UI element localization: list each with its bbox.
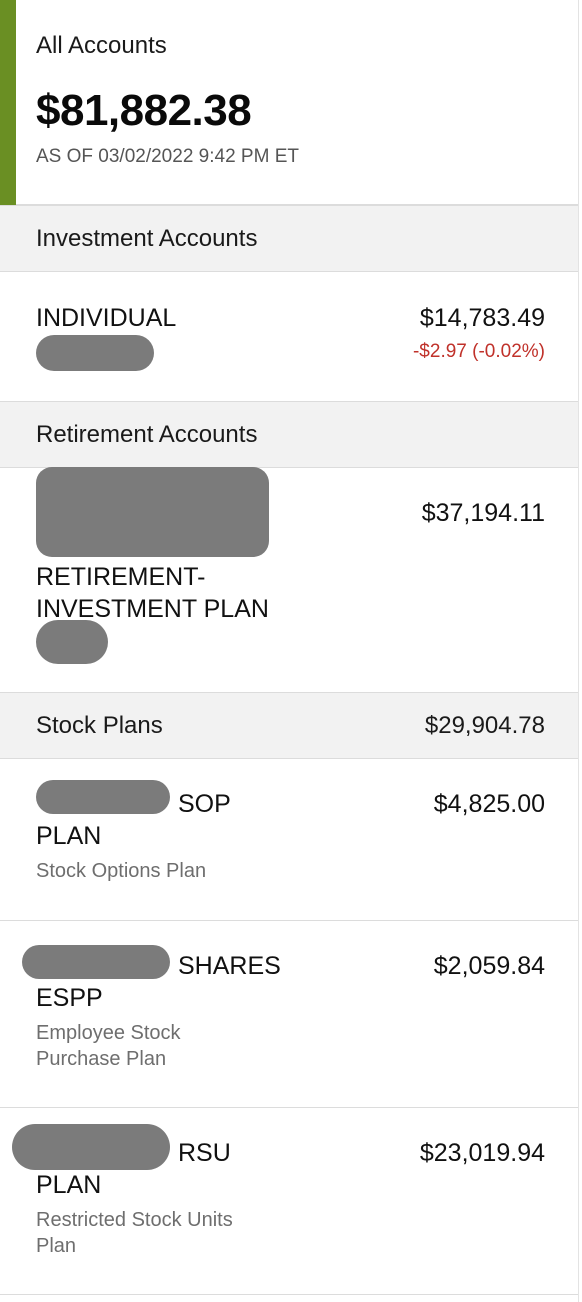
- account-balance: $2,059.84: [433, 952, 545, 980]
- section-label: Stock Plans: [36, 711, 163, 739]
- account-name-line2: PLAN: [36, 822, 102, 850]
- account-daily-change: -$2.97 (-0.02%): [412, 341, 545, 362]
- summary-as-of-timestamp: AS OF 03/02/2022 9:42 PM ET: [36, 146, 299, 167]
- redacted-company-name: [12, 1124, 170, 1170]
- account-row-individual[interactable]: INDIVIDUAL $14,783.49 -$2.97 (-0.02%): [0, 272, 578, 402]
- account-name-line1: RSU: [178, 1139, 231, 1167]
- all-accounts-summary[interactable]: All Accounts $81,882.38 AS OF 03/02/2022…: [0, 0, 578, 205]
- account-name-line1: SOP: [178, 790, 231, 818]
- account-type-line2: Plan: [36, 1235, 77, 1257]
- account-balance: $4,825.00: [433, 790, 545, 818]
- redacted-company-name: [22, 945, 170, 979]
- account-name-line2: PLAN: [36, 1171, 102, 1199]
- account-balance: $37,194.11: [421, 499, 545, 527]
- account-balance: $14,783.49: [419, 304, 545, 332]
- account-name-line1: SHARES: [178, 952, 281, 980]
- account-row-rsu-plan[interactable]: RSU PLAN Restricted Stock Units Plan $23…: [0, 1107, 578, 1295]
- summary-total-balance: $81,882.38: [36, 86, 252, 135]
- account-name-line2: INVESTMENT PLAN: [36, 595, 269, 623]
- account-type-line1: Restricted Stock Units: [36, 1209, 233, 1231]
- investment-accounts-header: Investment Accounts: [0, 205, 578, 272]
- redacted-account-number: [36, 335, 154, 371]
- redacted-company-name: [36, 780, 170, 814]
- account-type-line1: Stock Options Plan: [36, 860, 207, 882]
- section-label: Retirement Accounts: [36, 420, 258, 448]
- account-name-line2: ESPP: [36, 984, 103, 1012]
- section-label: Investment Accounts: [36, 224, 258, 252]
- account-row-espp[interactable]: SHARES ESPP Employee Stock Purchase Plan…: [0, 920, 578, 1108]
- account-row-retirement-plan[interactable]: RETIREMENT- INVESTMENT PLAN $37,194.11: [0, 467, 578, 693]
- account-balance: $23,019.94: [419, 1139, 545, 1167]
- selected-indicator: [0, 0, 16, 205]
- redacted-plan-name: [36, 467, 269, 557]
- section-total: $29,904.78: [424, 711, 545, 739]
- account-name-line1: RETIREMENT-: [36, 563, 206, 591]
- account-row-sop-plan[interactable]: SOP PLAN Stock Options Plan $4,825.00: [0, 758, 578, 921]
- account-name: INDIVIDUAL: [36, 304, 177, 332]
- retirement-accounts-header: Retirement Accounts: [0, 401, 578, 468]
- stock-plans-header: Stock Plans $29,904.78: [0, 692, 578, 759]
- summary-title: All Accounts: [36, 32, 167, 59]
- account-type-line2: Purchase Plan: [36, 1048, 167, 1070]
- redacted-account-number: [36, 620, 108, 664]
- account-type-line1: Employee Stock: [36, 1022, 181, 1044]
